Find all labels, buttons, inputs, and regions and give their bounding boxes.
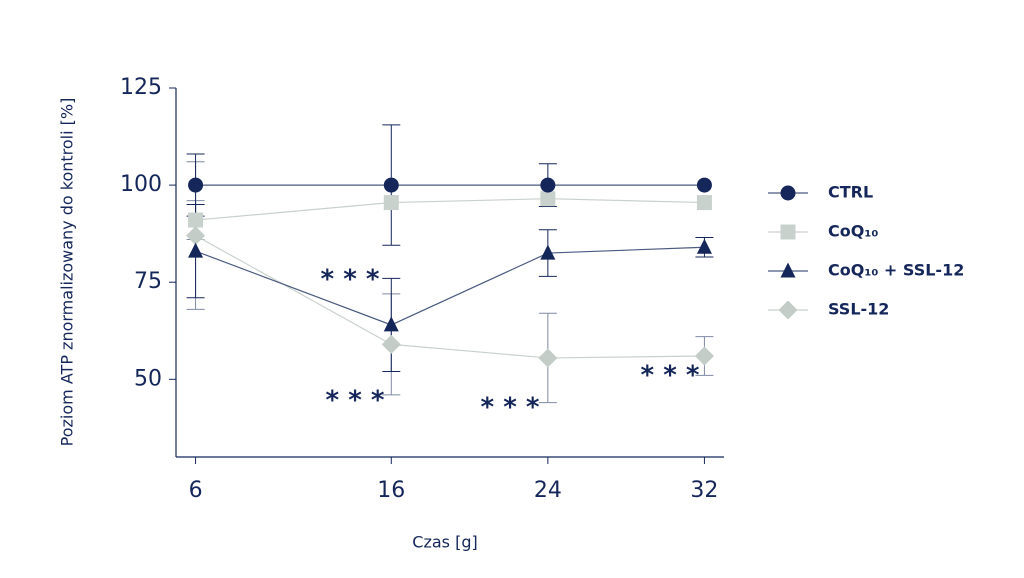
legend-entry: CoQ₁₀ + SSL-12 <box>768 261 964 280</box>
x-tick-label: 24 <box>534 478 562 503</box>
legend-entry: CTRL <box>768 183 873 202</box>
x-tick-label: 16 <box>377 478 405 503</box>
series-line <box>195 235 705 359</box>
x-tick-label: 6 <box>189 478 203 503</box>
marker <box>780 224 796 240</box>
legend-entry: CoQ₁₀ <box>768 222 878 241</box>
marker <box>696 195 712 211</box>
marker <box>188 177 204 193</box>
marker <box>383 177 399 193</box>
significance-annotation: * * * <box>321 265 380 295</box>
legend-label: CoQ₁₀ + SSL-12 <box>828 261 964 280</box>
marker <box>696 177 712 193</box>
legend-label: SSL-12 <box>828 300 889 319</box>
marker <box>696 238 712 254</box>
marker <box>540 244 556 260</box>
legend-entry: SSL-12 <box>768 300 889 320</box>
marker <box>780 262 796 278</box>
marker <box>780 185 796 201</box>
marker <box>188 212 204 228</box>
y-tick-label: 50 <box>134 366 162 391</box>
significance-annotation: * * * <box>326 386 385 416</box>
y-tick-label: 75 <box>134 269 162 294</box>
marker <box>383 316 399 332</box>
marker <box>383 195 399 211</box>
significance-annotation: * * * <box>641 361 700 391</box>
y-tick-label: 125 <box>120 75 162 100</box>
x-axis-label: Czas [g] <box>412 533 477 552</box>
marker <box>381 334 401 354</box>
marker <box>694 346 714 366</box>
legend-label: CTRL <box>828 183 873 202</box>
y-axis-label: Poziom ATP znormalizowany do kontroli [%… <box>58 98 77 447</box>
marker <box>778 300 798 320</box>
marker <box>540 177 556 193</box>
legend-label: CoQ₁₀ <box>828 222 878 241</box>
series-line <box>195 198 705 221</box>
significance-annotation: * * * <box>481 393 540 423</box>
x-tick-label: 32 <box>690 478 718 503</box>
series-line <box>195 246 705 326</box>
marker <box>186 226 206 246</box>
marker <box>540 191 556 207</box>
marker <box>538 348 558 368</box>
y-tick-label: 100 <box>120 172 162 197</box>
marker <box>188 242 204 258</box>
